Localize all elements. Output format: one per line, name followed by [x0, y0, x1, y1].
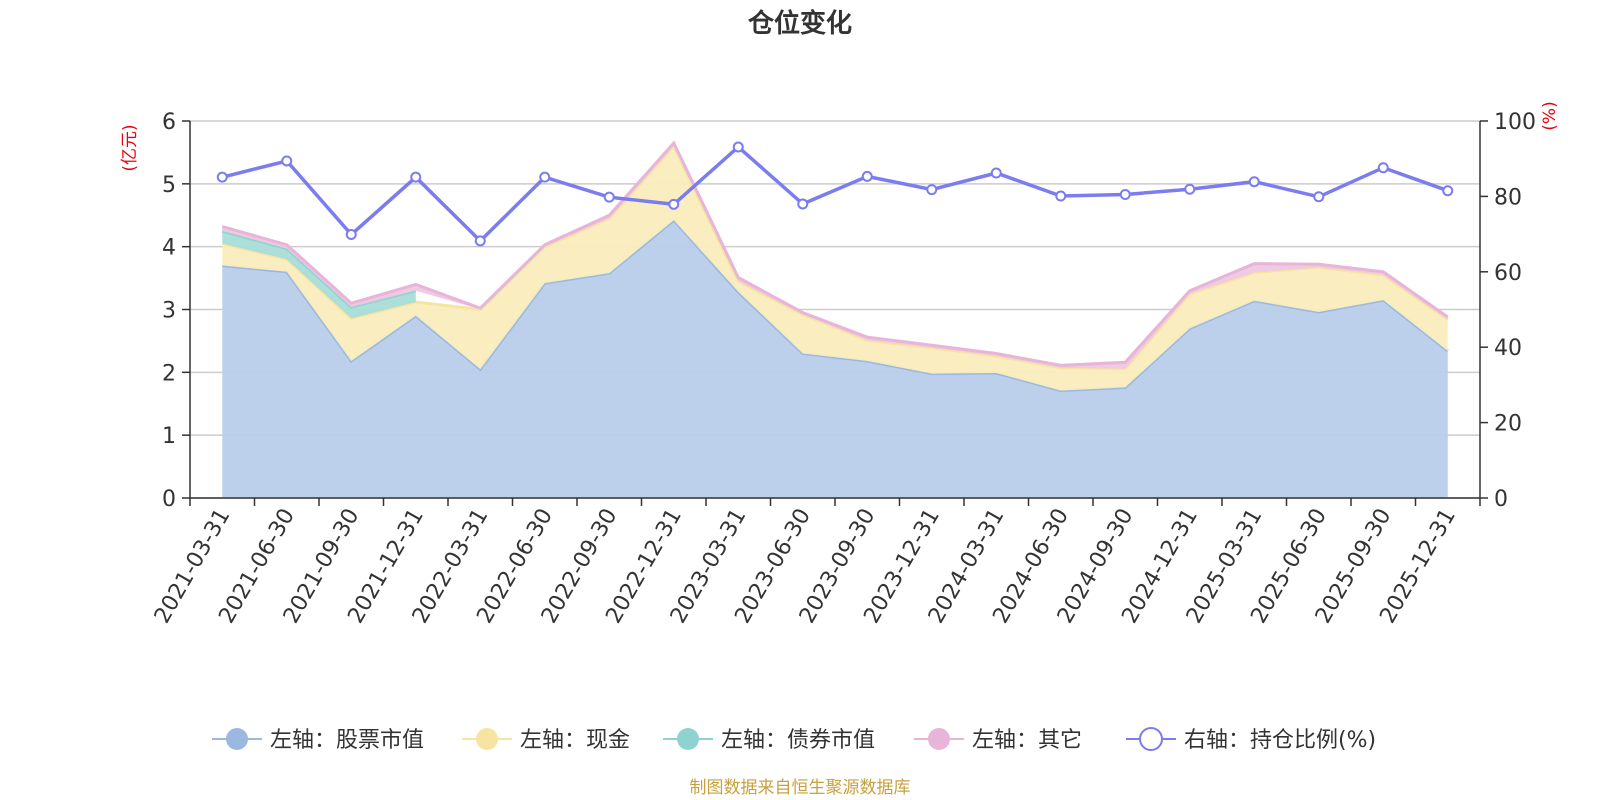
area-line-4: [221, 140, 1449, 367]
ratio-point: [732, 141, 744, 153]
right-tick-label: 20: [1494, 412, 1522, 437]
legend-marker: [677, 728, 699, 750]
ratio-point: [1119, 189, 1131, 201]
right-tick-label: 80: [1494, 185, 1522, 210]
ratio-point: [1313, 191, 1325, 203]
legend-item-2: 左轴：现金: [462, 728, 630, 753]
ratio-point: [1055, 190, 1067, 202]
ratio-point: [797, 198, 809, 210]
legend-item-5: 右轴：持仓比例(%): [1126, 727, 1376, 753]
right-axis-unit: (%): [1540, 101, 1560, 130]
ratio-point: [861, 170, 873, 182]
legend-item-1: 左轴：股票市值: [212, 728, 424, 753]
ratio-point: [926, 184, 938, 196]
left-tick-label: 0: [162, 487, 176, 512]
legend-marker: [928, 728, 950, 750]
ratio-point: [1184, 183, 1196, 195]
ratio-point: [216, 171, 228, 183]
ratio-line: [221, 144, 1449, 244]
left-tick-label: 5: [162, 173, 176, 198]
ratio-point: [1377, 162, 1389, 174]
legend: 左轴：股票市值 左轴：现金 左轴：债券市值 左轴：其它 右轴：持仓比例(%): [212, 727, 1376, 753]
area-2: [222, 146, 1448, 391]
legend-label: 左轴：债券市值: [721, 728, 875, 753]
ratio-point: [539, 171, 551, 183]
holding-ratio-series: [216, 141, 1454, 247]
ratio-point: [990, 167, 1002, 179]
left-tick-label: 2: [162, 361, 176, 386]
right-tick-label: 40: [1494, 336, 1522, 361]
right-tick-label: 100: [1494, 110, 1536, 135]
legend-item-4: 左轴：其它: [914, 728, 1082, 753]
legend-marker: [1139, 727, 1163, 751]
left-tick-label: 1: [162, 424, 176, 449]
ratio-point: [474, 235, 486, 247]
ratio-point: [410, 171, 422, 183]
area-1: [222, 220, 1448, 499]
area-3: [222, 231, 416, 319]
legend-label: 左轴：股票市值: [270, 728, 424, 753]
data-source-note: 制图数据来自恒生聚源数据库: [690, 778, 911, 798]
right-tick-label: 0: [1494, 487, 1508, 512]
ratio-point: [345, 228, 357, 240]
legend-label: 左轴：其它: [972, 728, 1082, 753]
left-axis-unit: (亿元): [120, 124, 140, 171]
legend-label: 右轴：持仓比例(%): [1184, 728, 1376, 753]
ratio-point: [281, 155, 293, 167]
legend-marker: [226, 728, 248, 750]
stacked-areas: [221, 140, 1449, 499]
left-tick-label: 3: [162, 299, 176, 324]
ratio-point: [603, 191, 615, 203]
legend-label: 左轴：现金: [520, 728, 630, 753]
ratio-point: [668, 198, 680, 210]
ratio-point: [1248, 176, 1260, 188]
left-tick-label: 4: [162, 236, 176, 261]
legend-item-3: 左轴：债券市值: [663, 728, 875, 753]
chart-title: 仓位变化: [747, 8, 852, 39]
ratio-point: [1442, 185, 1454, 197]
legend-marker: [476, 728, 498, 750]
right-tick-label: 60: [1494, 261, 1522, 286]
left-tick-label: 6: [162, 110, 176, 135]
